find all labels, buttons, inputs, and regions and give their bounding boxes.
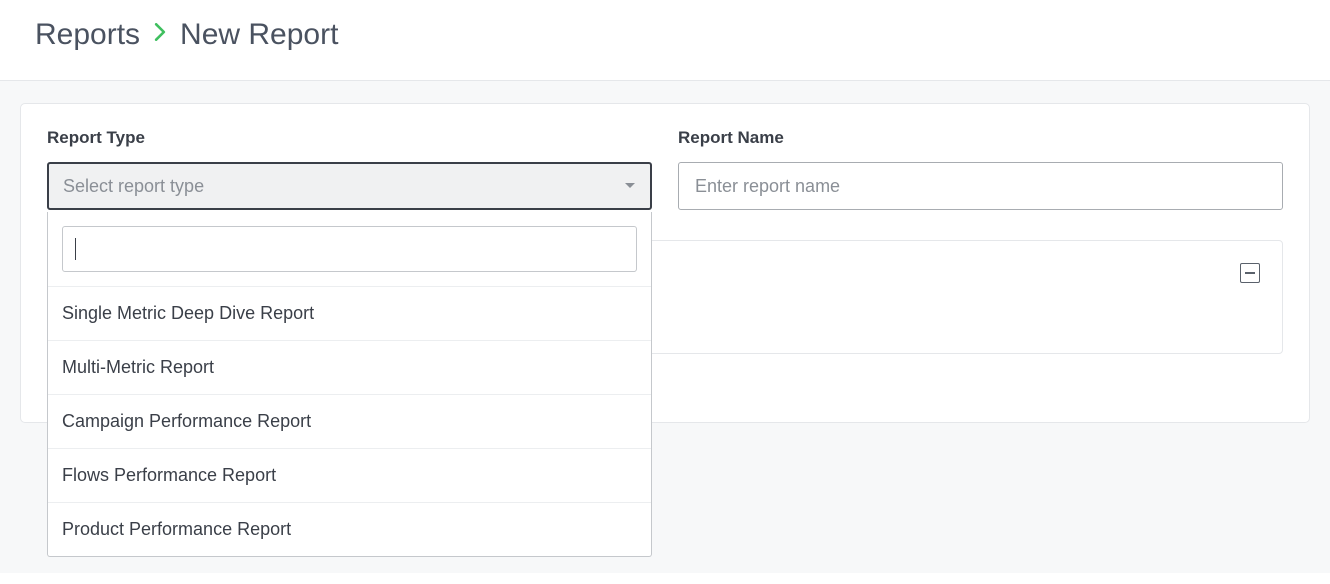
dropdown-option[interactable]: Flows Performance Report: [48, 448, 651, 502]
form-row: Report Type Select report type Single Me…: [47, 128, 1283, 210]
dropdown-search-input[interactable]: [62, 226, 637, 272]
caret-down-icon: [624, 177, 636, 195]
report-type-placeholder: Select report type: [63, 176, 204, 197]
breadcrumb-current: New Report: [180, 18, 338, 52]
report-name-column: Report Name: [678, 128, 1283, 210]
text-cursor-icon: [75, 238, 76, 260]
dropdown-option[interactable]: Multi-Metric Report: [48, 340, 651, 394]
collapse-icon[interactable]: [1240, 263, 1260, 283]
dropdown-search-wrap: [48, 212, 651, 286]
report-type-dropdown: Single Metric Deep Dive ReportMulti-Metr…: [47, 212, 652, 557]
report-name-label: Report Name: [678, 128, 1283, 148]
report-config-card: Report Type Select report type Single Me…: [20, 103, 1310, 423]
report-name-input[interactable]: [678, 162, 1283, 210]
report-type-label: Report Type: [47, 128, 652, 148]
breadcrumb: Reports New Report: [0, 0, 1330, 80]
report-type-column: Report Type Select report type Single Me…: [47, 128, 652, 210]
page-canvas: Report Type Select report type Single Me…: [0, 81, 1330, 573]
dropdown-option[interactable]: Product Performance Report: [48, 502, 651, 556]
breadcrumb-root[interactable]: Reports: [35, 18, 140, 52]
dropdown-option[interactable]: Campaign Performance Report: [48, 394, 651, 448]
dropdown-option[interactable]: Single Metric Deep Dive Report: [48, 286, 651, 340]
chevron-right-icon: [154, 23, 166, 47]
report-type-select[interactable]: Select report type: [47, 162, 652, 210]
